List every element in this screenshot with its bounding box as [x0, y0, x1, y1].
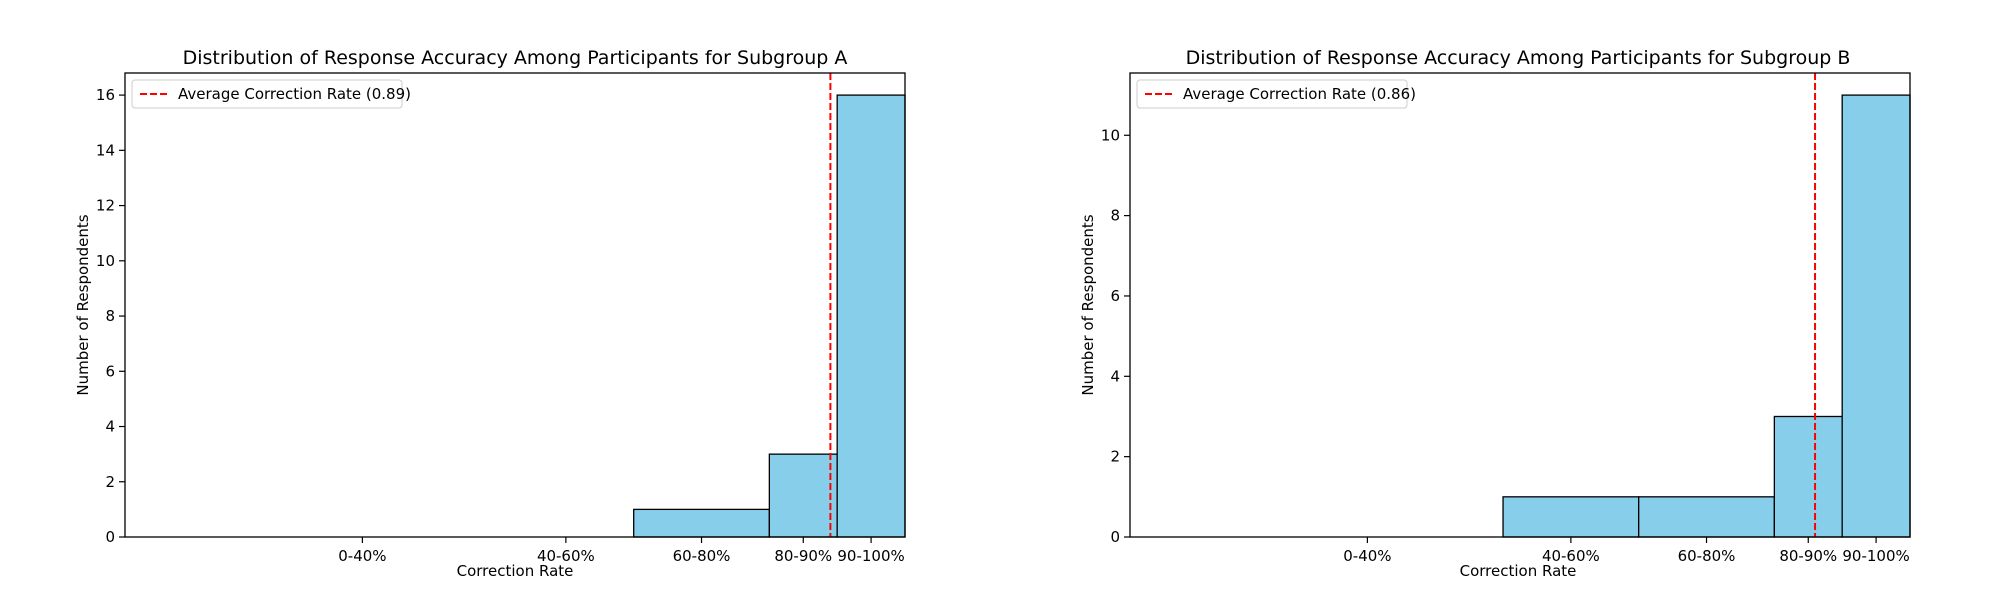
legend: Average Correction Rate (0.86): [1136, 79, 1416, 109]
y-tick-label: 12: [96, 197, 115, 215]
x-tick-label: 80-90%: [774, 547, 832, 565]
x-axis-label: Correction Rate: [1460, 562, 1577, 580]
x-tick-label: 60-80%: [673, 547, 731, 565]
chart-subgroup-b: Distribution of Response Accuracy Among …: [1079, 47, 1911, 580]
x-tick-label: 90-100%: [837, 547, 904, 565]
x-tick-label: 80-90%: [1779, 547, 1837, 565]
plot-frame: [124, 72, 906, 538]
chart-subgroup-a: Distribution of Response Accuracy Among …: [74, 47, 906, 580]
histogram-bar: [633, 508, 770, 538]
y-tick-label: 16: [96, 86, 115, 104]
legend-label: Average Correction Rate (0.89): [178, 85, 411, 103]
histogram-bar: [836, 94, 906, 538]
y-tick-label: 10: [1101, 126, 1120, 144]
x-tick-label: 40-60%: [1542, 547, 1600, 565]
plot-frame: [1129, 72, 1911, 538]
x-tick-label: 0-40%: [338, 547, 386, 565]
y-tick-label: 8: [105, 307, 115, 325]
histogram-bar: [1502, 496, 1640, 538]
y-tick-label: 6: [105, 362, 115, 380]
chart-title: Distribution of Response Accuracy Among …: [1186, 47, 1851, 69]
y-tick-label: 2: [1110, 448, 1120, 466]
histogram-bar: [1841, 94, 1911, 538]
x-tick-label: 0-40%: [1343, 547, 1391, 565]
x-axis-label: Correction Rate: [457, 562, 574, 580]
y-tick-label: 0: [105, 528, 115, 546]
legend-label: Average Correction Rate (0.86): [1183, 85, 1416, 103]
y-tick-label: 14: [96, 141, 115, 159]
x-tick-label: 90-100%: [1842, 547, 1909, 565]
y-axis-label: Number of Respondents: [1079, 214, 1097, 395]
histogram-bar: [768, 453, 838, 538]
y-axis-label: Number of Respondents: [74, 214, 92, 395]
legend: Average Correction Rate (0.89): [131, 79, 411, 109]
y-tick-label: 4: [105, 418, 115, 436]
y-tick-label: 10: [96, 252, 115, 270]
x-tick-label: 40-60%: [537, 547, 595, 565]
y-tick-label: 4: [1110, 367, 1120, 385]
histogram-bar: [1773, 415, 1843, 538]
legend-box: [131, 79, 403, 109]
chart-title: Distribution of Response Accuracy Among …: [183, 47, 848, 69]
x-tick-label: 60-80%: [1678, 547, 1736, 565]
histogram-bar: [1638, 496, 1775, 538]
y-tick-label: 0: [1110, 528, 1120, 546]
y-tick-label: 8: [1110, 207, 1120, 225]
y-tick-label: 6: [1110, 287, 1120, 305]
legend-box: [1136, 79, 1408, 109]
y-tick-label: 2: [105, 473, 115, 491]
